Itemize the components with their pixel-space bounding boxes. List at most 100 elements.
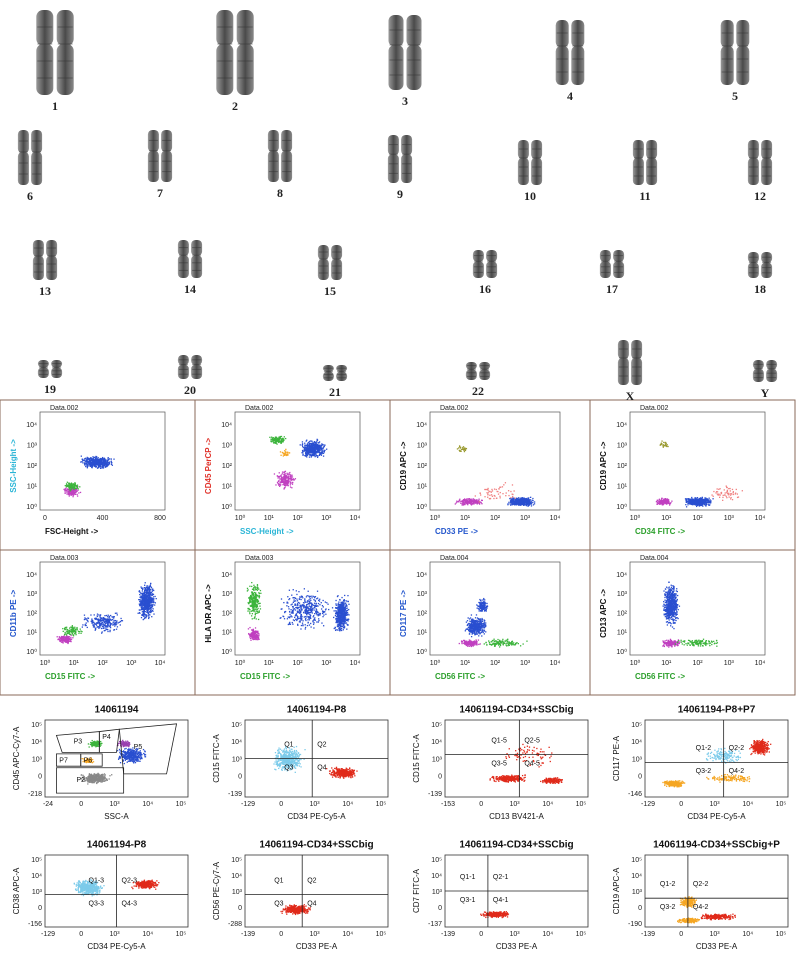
event-dot — [287, 472, 289, 474]
panel-frame — [0, 399, 796, 696]
event-dot — [320, 451, 322, 453]
event-dot — [463, 450, 466, 453]
event-dot — [144, 602, 147, 604]
event-dot — [306, 454, 308, 457]
event-dot — [148, 608, 150, 610]
event-dot — [140, 616, 143, 619]
event-dot — [105, 627, 107, 629]
event-dot — [273, 473, 276, 475]
y-tick-label: 10² — [222, 463, 233, 470]
event-dot — [306, 452, 308, 455]
event-dot — [484, 496, 486, 498]
event-dot — [511, 499, 514, 501]
x-tick-label: 10² — [97, 660, 108, 667]
event-dot — [101, 463, 103, 465]
chromosome — [281, 130, 293, 182]
event-dot — [102, 462, 105, 464]
event-dot — [285, 476, 287, 478]
event-dot — [469, 500, 472, 503]
event-dot — [695, 504, 697, 506]
event-dot — [286, 477, 288, 479]
chromatid — [720, 20, 734, 48]
event-dot — [65, 634, 68, 636]
event-dot — [283, 481, 285, 484]
event-dot — [283, 474, 285, 476]
event-dot — [712, 495, 714, 497]
event-dot — [726, 497, 728, 499]
y-tick-label: 10¹ — [27, 630, 38, 637]
event-dot — [285, 481, 288, 483]
event-dot — [143, 586, 146, 589]
event-dot — [664, 500, 666, 503]
event-dot — [101, 460, 103, 462]
chromosome — [317, 245, 329, 280]
event-dot — [304, 446, 306, 448]
event-dot — [87, 621, 89, 623]
chromosome-label: 3 — [402, 94, 408, 108]
event-dot — [144, 606, 147, 608]
event-dot — [103, 617, 106, 620]
event-dot — [307, 450, 310, 452]
event-dot — [528, 503, 531, 506]
event-dot — [532, 497, 534, 500]
event-dot — [291, 487, 293, 489]
event-dot — [107, 630, 109, 633]
event-dot — [307, 445, 310, 447]
event-dot — [326, 448, 328, 450]
chromatid — [177, 364, 189, 379]
event-dot — [97, 458, 99, 460]
chromosome — [479, 362, 491, 380]
event-dot — [286, 474, 288, 476]
event-dot — [719, 496, 721, 498]
chromosome — [646, 140, 658, 185]
event-dot — [71, 487, 73, 490]
event-dot — [280, 442, 282, 444]
event-dot — [464, 502, 466, 504]
event-dot — [302, 450, 304, 453]
x-tick-label: 400 — [97, 515, 109, 522]
event-dot — [284, 481, 287, 484]
event-dot — [85, 624, 87, 627]
event-dot — [315, 445, 317, 447]
event-dot — [725, 485, 727, 487]
chromatid — [632, 158, 644, 185]
event-dot — [311, 440, 313, 442]
event-dot — [718, 488, 720, 490]
event-dot — [322, 448, 324, 450]
event-dot — [66, 484, 68, 486]
event-dot — [99, 461, 102, 463]
event-dot — [94, 461, 97, 463]
event-dot — [321, 443, 323, 445]
event-dot — [689, 498, 691, 500]
event-dot — [313, 441, 316, 443]
event-dot — [86, 466, 89, 468]
event-dot — [147, 601, 149, 604]
chromatid — [161, 130, 173, 152]
event-dot — [285, 477, 287, 480]
event-dot — [289, 486, 292, 488]
event-dot — [279, 436, 282, 438]
event-dot — [148, 589, 150, 591]
event-dot — [310, 444, 312, 446]
event-dot — [109, 624, 112, 626]
event-dot — [287, 481, 289, 483]
event-dot — [146, 600, 148, 602]
event-dot — [141, 599, 143, 601]
event-dot — [311, 447, 313, 449]
event-dot — [283, 436, 285, 438]
event-dot — [685, 501, 688, 503]
event-dot — [316, 449, 318, 451]
event-dot — [524, 498, 526, 500]
event-dot — [149, 610, 151, 613]
event-dot — [108, 461, 110, 463]
event-dot — [290, 479, 292, 481]
event-dot — [73, 493, 75, 495]
event-dot — [741, 490, 743, 492]
event-dot — [280, 476, 282, 478]
event-dot — [308, 444, 310, 447]
event-dot — [273, 439, 275, 442]
event-dot — [89, 459, 92, 462]
event-dot — [464, 448, 467, 450]
chromosome — [555, 20, 569, 85]
event-dot — [335, 599, 337, 602]
